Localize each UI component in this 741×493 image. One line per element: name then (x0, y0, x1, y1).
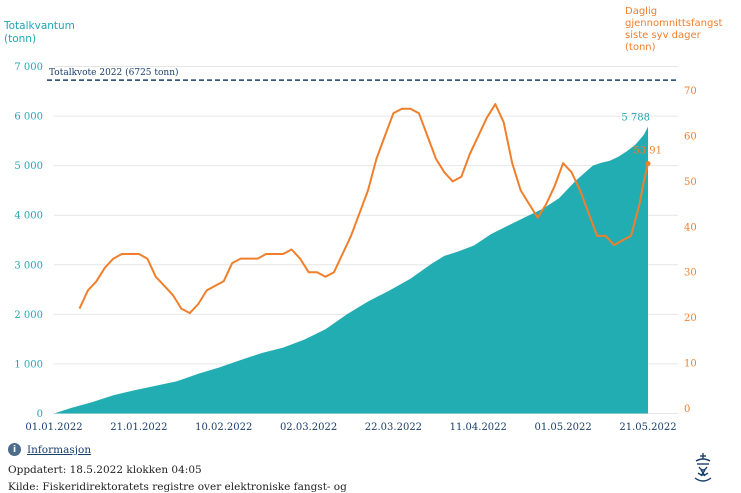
cumulative-area (54, 126, 648, 414)
y-left-tick-label: 5 000 (14, 161, 43, 172)
x-tick-label: 01.01.2022 (25, 422, 82, 433)
y-left-tick-label: 0 (37, 409, 43, 420)
reference-line-group: Totalkvote 2022 (6725 tonn) (47, 67, 678, 81)
y-right-tick-label: 0 (684, 404, 690, 415)
footer: i Informasjon Oppdatert: 18.5.2022 klokk… (0, 438, 741, 493)
chart: Totalkvote 2022 (6725 tonn) 01.01.2022 21… (14, 62, 697, 433)
right-axis-title: Daglig gjennomnittsfangst siste syv dage… (625, 6, 723, 53)
area-series (54, 126, 648, 414)
y-right-tick-label: 60 (684, 131, 697, 142)
y-axis-left: 0 1 000 2 000 3 000 4 000 5 000 6 000 7 000 (14, 62, 43, 420)
fiskeridirektoratet-logo (694, 453, 712, 482)
x-tick-label: 22.03.2022 (365, 422, 422, 433)
x-tick-label: 01.05.2022 (535, 422, 592, 433)
y-right-tick-label: 30 (684, 268, 697, 279)
y-left-tick-label: 4 000 (14, 211, 43, 222)
y-axis-right: 0 10 20 30 40 50 60 70 (684, 86, 697, 415)
y-left-tick-label: 1 000 (14, 359, 43, 370)
y-left-tick-label: 7 000 (14, 62, 43, 73)
x-tick-label: 21.05.2022 (619, 422, 676, 433)
y-right-tick-label: 70 (684, 86, 697, 97)
info-link[interactable]: Informasjon (27, 443, 92, 456)
updated-text: Oppdatert: 18.5.2022 klokken 04:05 (8, 464, 202, 476)
line-end-label: 53.91 (633, 146, 662, 157)
x-tick-label: 02.03.2022 (280, 422, 337, 433)
y-right-tick-label: 20 (684, 313, 697, 324)
end-labels: 5 788 53.91 (621, 113, 662, 157)
line-end-marker (645, 161, 651, 167)
y-left-tick-label: 6 000 (14, 112, 43, 123)
reference-line-label: Totalkvote 2022 (6725 tonn) (49, 67, 179, 78)
x-tick-label: 21.01.2022 (110, 422, 167, 433)
daily-average-line (78, 103, 649, 315)
y-right-tick-label: 50 (684, 177, 697, 188)
x-axis: 01.01.2022 21.01.2022 10.02.2022 02.03.2022… (25, 422, 676, 433)
left-axis-title: Totalkvantum (tonn) (4, 20, 75, 45)
y-right-tick-label: 40 (684, 222, 697, 233)
y-left-tick-label: 3 000 (14, 260, 43, 271)
x-tick-label: 10.02.2022 (195, 422, 252, 433)
source-text: Kilde: Fiskeridirektoratets registre ove… (8, 481, 347, 493)
x-tick-label: 11.04.2022 (450, 422, 507, 433)
info-row[interactable]: i Informasjon (8, 443, 91, 456)
info-icon[interactable]: i (8, 443, 21, 456)
y-left-tick-label: 2 000 (14, 310, 43, 321)
y-right-tick-label: 10 (684, 359, 697, 370)
area-end-label: 5 788 (621, 113, 650, 124)
line-series (78, 103, 651, 315)
